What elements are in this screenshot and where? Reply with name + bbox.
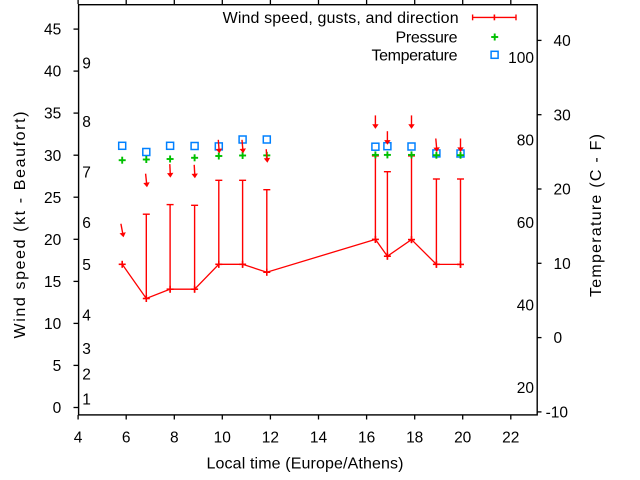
svg-text:3: 3: [82, 341, 91, 358]
svg-text:1: 1: [82, 392, 91, 409]
svg-text:Local time (Europe/Athens): Local time (Europe/Athens): [207, 456, 404, 473]
svg-text:-10: -10: [546, 405, 569, 422]
svg-text:7: 7: [82, 165, 91, 182]
svg-text:9: 9: [82, 55, 91, 72]
svg-text:Wind speed, gusts, and directi: Wind speed, gusts, and direction: [223, 10, 459, 27]
svg-text:10: 10: [214, 429, 232, 446]
svg-text:5: 5: [53, 358, 62, 375]
svg-text:15: 15: [44, 274, 61, 291]
svg-text:40: 40: [44, 64, 62, 81]
svg-text:20: 20: [44, 232, 62, 249]
svg-text:20: 20: [517, 380, 535, 397]
svg-text:16: 16: [358, 429, 375, 446]
svg-text:45: 45: [44, 22, 61, 39]
svg-text:8: 8: [82, 114, 91, 131]
svg-text:35: 35: [44, 106, 61, 123]
svg-text:18: 18: [406, 429, 423, 446]
svg-text:0: 0: [554, 330, 563, 347]
svg-text:2: 2: [82, 367, 91, 384]
svg-text:Temperature: Temperature: [372, 48, 458, 65]
svg-text:20: 20: [554, 182, 572, 199]
svg-text:4: 4: [74, 429, 83, 446]
svg-text:22: 22: [502, 429, 519, 446]
svg-text:6: 6: [82, 215, 91, 232]
svg-text:5: 5: [82, 257, 91, 274]
svg-text:30: 30: [554, 107, 572, 124]
svg-text:6: 6: [122, 429, 131, 446]
svg-text:30: 30: [44, 148, 62, 165]
svg-text:14: 14: [310, 429, 328, 446]
svg-text:40: 40: [517, 298, 535, 315]
svg-text:20: 20: [454, 429, 472, 446]
svg-text:40: 40: [554, 33, 572, 50]
svg-text:10: 10: [44, 316, 62, 333]
svg-text:80: 80: [517, 133, 535, 150]
svg-text:25: 25: [44, 190, 61, 207]
svg-text:Pressure: Pressure: [396, 29, 458, 46]
svg-text:4: 4: [82, 308, 91, 325]
svg-text:0: 0: [53, 400, 62, 417]
svg-text:100: 100: [508, 50, 534, 67]
svg-text:Temperature (C - F): Temperature (C - F): [588, 134, 605, 297]
svg-text:8: 8: [170, 429, 179, 446]
svg-text:Wind speed (kt - Beaufort): Wind speed (kt - Beaufort): [12, 112, 29, 339]
svg-text:10: 10: [554, 256, 572, 273]
svg-text:60: 60: [517, 215, 535, 232]
svg-text:12: 12: [262, 429, 279, 446]
